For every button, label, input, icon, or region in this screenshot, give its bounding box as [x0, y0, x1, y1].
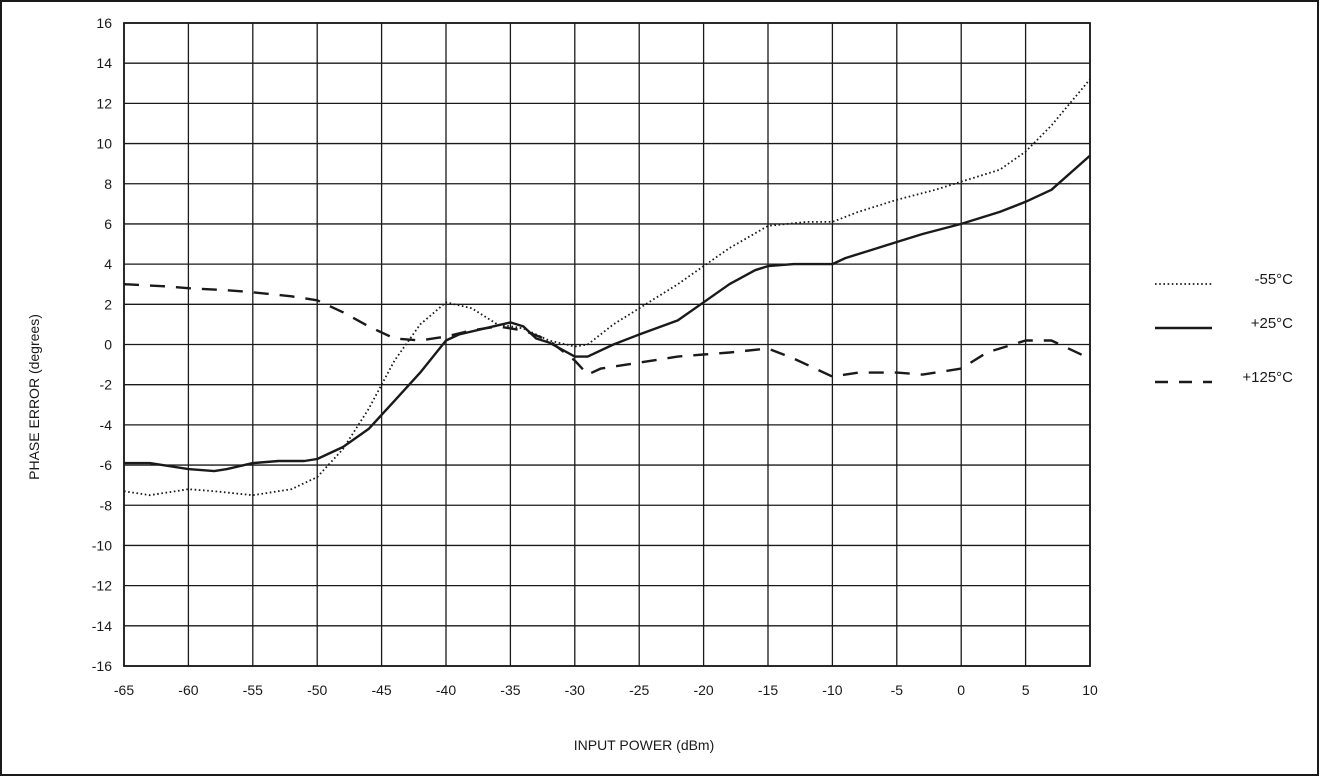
y-tick-label: 14 — [96, 55, 112, 71]
y-tick-label: -16 — [92, 658, 112, 674]
y-tick-label: 6 — [104, 216, 112, 232]
y-tick-label: 10 — [96, 136, 112, 152]
y-tick-label: -14 — [92, 618, 112, 634]
x-tick-label: -45 — [371, 682, 391, 698]
x-tick-label: 0 — [957, 682, 965, 698]
grid — [123, 22, 1091, 667]
y-tick-label: -6 — [100, 457, 113, 473]
x-tick-label: -50 — [307, 682, 327, 698]
x-tick-label: -65 — [114, 682, 134, 698]
y-tick-label: 8 — [104, 176, 112, 192]
series-group — [123, 78, 1091, 497]
x-axis-label: INPUT POWER (dBm) — [574, 737, 715, 753]
x-tick-label: -20 — [693, 682, 713, 698]
x-tick-label: -15 — [758, 682, 778, 698]
y-tick-label: 16 — [96, 15, 112, 31]
series-line-plus-125c — [123, 283, 1091, 378]
y-tick-label: 0 — [104, 337, 112, 353]
x-tick-label: -30 — [565, 682, 585, 698]
y-tick-label: 12 — [96, 95, 112, 111]
y-tick-labels: -16 -14 -12 -10 -8 -6 -4 -2 0 2 4 6 8 10 12 14 16 — [92, 15, 112, 674]
y-tick-label: -10 — [92, 537, 112, 553]
x-tick-label: -55 — [243, 682, 263, 698]
x-tick-label: -10 — [822, 682, 842, 698]
legend-label-minus-55c: -55°C — [1254, 271, 1293, 288]
x-tick-label: -60 — [178, 682, 198, 698]
y-tick-label: -2 — [100, 377, 113, 393]
x-tick-label: 10 — [1082, 682, 1098, 698]
x-tick-label: -40 — [436, 682, 456, 698]
y-tick-label: 2 — [104, 296, 112, 312]
legend-label-plus-25c: +25°C — [1251, 315, 1293, 332]
y-tick-label: -4 — [100, 417, 113, 433]
x-tick-labels: -65 -60 -55 -50 -45 -40 -35 -30 -25 -20 -15 -10 -5 0 5… — [114, 682, 1098, 698]
y-axis-label: PHASE ERROR (degrees) — [26, 314, 42, 480]
y-tick-label: -8 — [100, 497, 113, 513]
legend-label-plus-125c: +125°C — [1242, 369, 1293, 386]
x-tick-label: 5 — [1022, 682, 1030, 698]
x-tick-label: -25 — [629, 682, 649, 698]
x-tick-label: -35 — [500, 682, 520, 698]
y-tick-label: -12 — [92, 578, 112, 594]
x-tick-label: -5 — [891, 682, 904, 698]
legend: -55°C +25°C +125°C — [1155, 271, 1293, 386]
plot-area-border — [123, 22, 1091, 667]
y-tick-label: 4 — [104, 256, 112, 272]
